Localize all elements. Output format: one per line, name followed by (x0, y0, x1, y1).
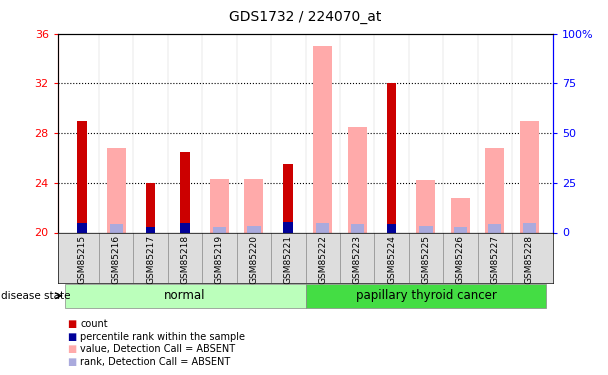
Bar (520, 121, 539, 232)
Bar (146, 183, 156, 232)
Text: GDS1732 / 224070_at: GDS1732 / 224070_at (229, 10, 382, 24)
Bar (485, 148, 504, 232)
Text: GSM85227: GSM85227 (490, 235, 499, 284)
Bar (107, 148, 126, 232)
Bar (420, 225, 432, 232)
Bar (180, 152, 190, 232)
Text: disease state: disease state (1, 291, 71, 301)
Bar (77, 121, 87, 232)
Bar (109, 224, 123, 232)
Bar (283, 222, 293, 232)
Text: GSM85223: GSM85223 (353, 235, 362, 284)
Bar (351, 224, 364, 232)
Bar (488, 224, 502, 232)
Text: GSM85221: GSM85221 (284, 235, 293, 284)
Text: GSM85220: GSM85220 (249, 235, 258, 284)
Bar (77, 223, 87, 232)
Bar (146, 226, 156, 232)
Text: GSM85218: GSM85218 (181, 235, 190, 284)
Bar (387, 224, 396, 232)
Text: rank, Detection Call = ABSENT: rank, Detection Call = ABSENT (80, 357, 230, 366)
Bar (313, 46, 332, 232)
Bar (210, 179, 229, 232)
Bar (522, 223, 536, 232)
Text: ■: ■ (67, 357, 76, 366)
Text: GSM85215: GSM85215 (77, 235, 86, 284)
Bar (213, 226, 226, 232)
Text: GSM85225: GSM85225 (421, 235, 430, 284)
Bar (283, 164, 293, 232)
Text: GSM85217: GSM85217 (146, 235, 155, 284)
Bar (247, 225, 260, 232)
Text: ■: ■ (67, 332, 76, 342)
Text: normal: normal (164, 289, 206, 302)
Text: count: count (80, 320, 108, 329)
Text: GSM85216: GSM85216 (112, 235, 121, 284)
Bar (244, 179, 263, 232)
Text: GSM85224: GSM85224 (387, 235, 396, 284)
Text: ■: ■ (67, 344, 76, 354)
Text: ■: ■ (67, 320, 76, 329)
Text: percentile rank within the sample: percentile rank within the sample (80, 332, 245, 342)
Bar (316, 223, 330, 232)
Bar (64, 284, 305, 308)
Bar (348, 127, 367, 232)
Bar (454, 226, 467, 232)
Text: GSM85228: GSM85228 (525, 235, 534, 284)
Text: GSM85219: GSM85219 (215, 235, 224, 284)
Text: GSM85222: GSM85222 (318, 235, 327, 284)
Text: value, Detection Call = ABSENT: value, Detection Call = ABSENT (80, 344, 235, 354)
Text: papillary thyroid cancer: papillary thyroid cancer (356, 289, 496, 302)
Bar (416, 180, 435, 232)
Text: GSM85226: GSM85226 (456, 235, 465, 284)
Bar (180, 223, 190, 232)
Bar (305, 284, 547, 308)
Bar (451, 198, 470, 232)
Bar (387, 84, 396, 232)
